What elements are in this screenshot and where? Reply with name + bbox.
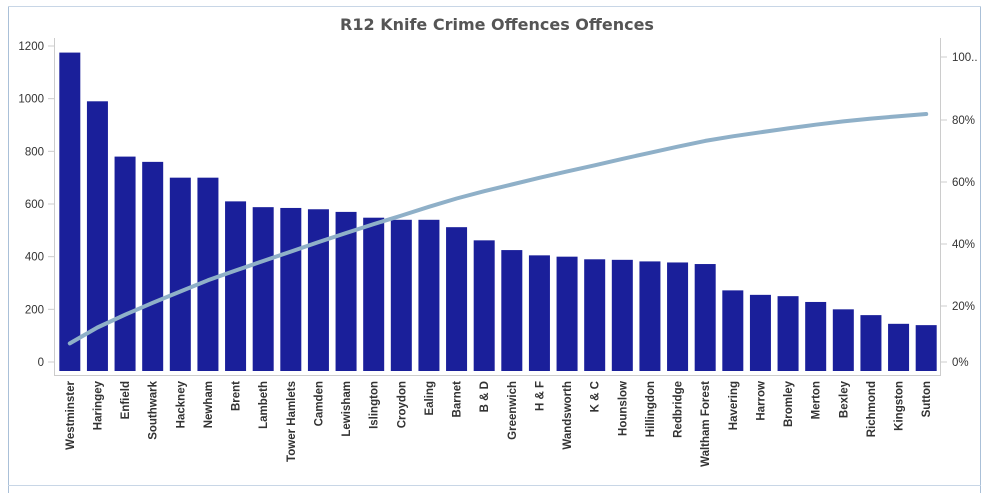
x-tick-label: Kingston — [894, 381, 906, 431]
y-tick-label: 1000 — [18, 94, 44, 106]
bar-28 — [832, 309, 854, 371]
bar-16 — [501, 250, 523, 371]
bar-6 — [225, 201, 247, 371]
x-tick-label: Hackney — [175, 380, 187, 428]
cumulative-line — [67, 112, 929, 346]
x-axis: Westminster Haringey Enfield Southwark Hackn… — [65, 380, 933, 466]
y2-tick-label: 20% — [952, 301, 975, 313]
y-tick-label: 0 — [38, 357, 44, 369]
x-tick-label: Harrow — [755, 381, 767, 421]
bar-2 — [114, 156, 136, 371]
bar-11 — [363, 217, 385, 371]
bar-18 — [556, 256, 578, 371]
x-tick-label: B & D — [479, 381, 491, 412]
bar-series — [59, 52, 937, 372]
x-tick-label: H & F — [534, 381, 546, 411]
bar-5 — [197, 177, 219, 371]
bar-15 — [473, 240, 495, 371]
y-axis: 0 200 400 600 800 1000 1200 — [18, 41, 54, 369]
bar-19 — [584, 259, 606, 371]
y2-tick-label: 40% — [952, 239, 975, 251]
x-tick-label: Wandsworth — [562, 381, 574, 450]
x-tick-label: Bromley — [783, 380, 795, 427]
bar-30 — [888, 323, 910, 371]
x-tick-label: Haringey — [92, 380, 104, 430]
y2-tick-label: 80% — [952, 115, 975, 127]
bar-25 — [749, 294, 771, 371]
bar-0 — [59, 52, 81, 371]
x-tick-label: Lewisham — [341, 381, 353, 437]
x-tick-label: Hounslow — [617, 381, 629, 436]
y2-tick-label: 0% — [952, 357, 969, 369]
y2-tick-label: 100.. — [952, 52, 978, 64]
x-tick-label: Ealing — [424, 381, 436, 416]
bar-3 — [142, 161, 164, 371]
bar-31 — [915, 325, 937, 371]
bar-14 — [446, 227, 468, 371]
x-tick-label: Westminster — [65, 380, 77, 449]
bar-10 — [335, 211, 357, 371]
bar-9 — [307, 209, 329, 371]
bar-22 — [667, 262, 689, 371]
bar-12 — [390, 219, 412, 371]
bar-17 — [528, 255, 550, 371]
x-tick-label: Lambeth — [258, 381, 270, 429]
bar-29 — [860, 315, 882, 371]
x-tick-label: Sutton — [921, 381, 933, 417]
bar-7 — [252, 207, 274, 371]
x-tick-label: Greenwich — [507, 381, 519, 440]
bar-26 — [777, 296, 799, 371]
x-tick-label: Tower Hamlets — [286, 381, 298, 462]
x-tick-label: K & C — [590, 381, 602, 412]
bar-23 — [694, 264, 716, 371]
y-tick-label: 600 — [25, 199, 44, 211]
x-tick-label: Newham — [203, 381, 215, 428]
chart-title: R12 Knife Crime Offences Offences — [340, 15, 654, 34]
y2-tick-label: 60% — [952, 177, 975, 189]
x-tick-label: Camden — [313, 381, 325, 426]
x-tick-label: Islington — [369, 381, 381, 429]
bar-13 — [418, 219, 440, 371]
x-tick-label: Southwark — [148, 380, 160, 439]
y-tick-label: 200 — [25, 304, 44, 316]
x-tick-label: Richmond — [866, 381, 878, 437]
y-tick-label: 1200 — [18, 41, 44, 53]
x-tick-label: Brent — [231, 381, 243, 411]
x-tick-label: Enfield — [120, 381, 132, 419]
y2-axis: 0% 20% 40% 60% 80% 100.. — [941, 52, 978, 369]
bar-1 — [86, 101, 108, 372]
x-tick-label: Bexley — [838, 380, 850, 418]
cumulative-line-series — [67, 112, 929, 346]
bar-8 — [280, 207, 302, 371]
bar-4 — [169, 177, 191, 371]
x-tick-label: Merton — [811, 381, 823, 419]
bar-20 — [611, 259, 633, 371]
x-tick-label: Waltham Forest — [700, 381, 712, 467]
x-tick-label: Hillingdon — [645, 381, 657, 437]
x-tick-label: Croydon — [396, 381, 408, 428]
x-tick-label: Barnet — [452, 381, 464, 418]
bar-21 — [639, 261, 661, 371]
y-tick-label: 800 — [25, 146, 44, 158]
x-tick-label: Redbridge — [673, 381, 685, 438]
bar-27 — [805, 301, 827, 371]
bar-24 — [722, 290, 744, 371]
y-tick-label: 400 — [25, 252, 44, 264]
x-tick-label: Havering — [728, 381, 740, 430]
